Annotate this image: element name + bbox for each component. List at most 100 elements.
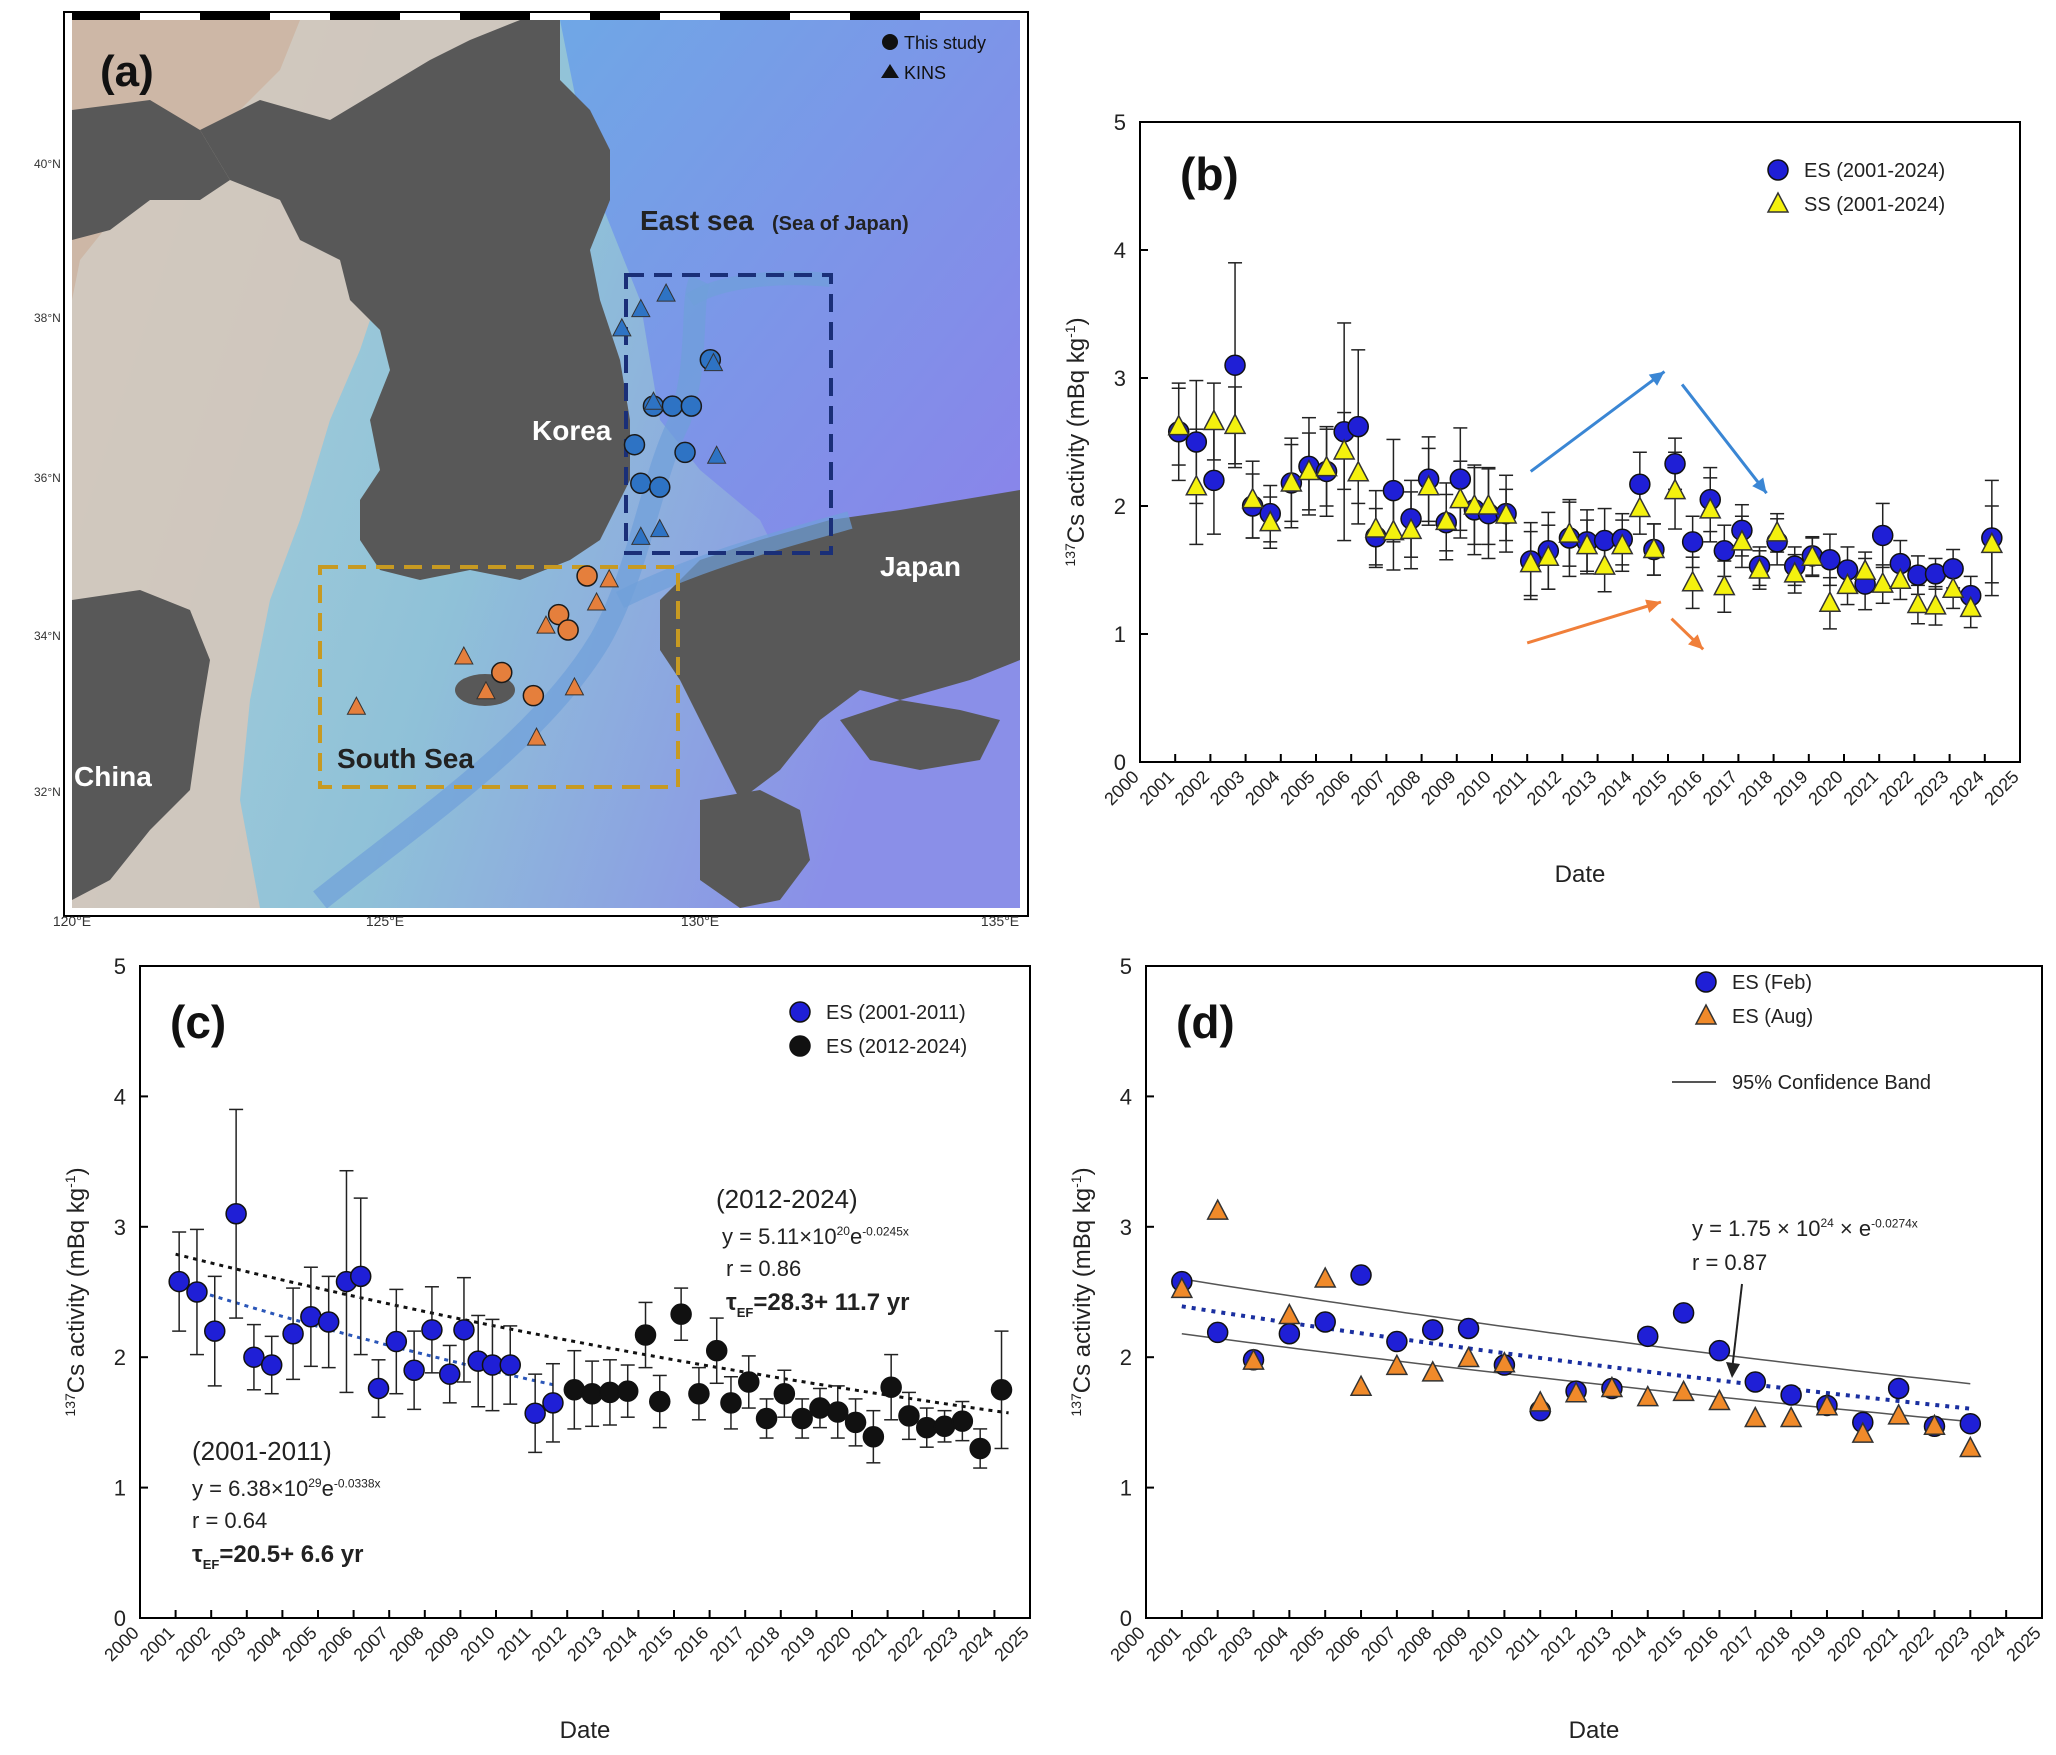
legend-marker (1695, 971, 1717, 993)
data-point-series-1 (969, 1437, 991, 1460)
data-point-series-0 (1819, 549, 1841, 571)
data-point-series-1 (1280, 470, 1303, 492)
data-point-series-1 (1783, 561, 1806, 583)
lon-tick-label: 130°E (681, 913, 719, 929)
data-point-series-0 (1629, 473, 1651, 495)
x-tick-label: 2020 (812, 1623, 854, 1665)
x-tick-label: 2001 (136, 1623, 178, 1665)
data-point-series-1 (616, 1380, 639, 1402)
x-tick-label: 2007 (1357, 1623, 1399, 1665)
legend-label: ES (Feb) (1732, 972, 1812, 994)
x-tick-label: 2011 (1502, 1623, 1544, 1665)
data-point-series-0 (1347, 415, 1369, 438)
data-point-series-0 (168, 1270, 190, 1293)
data-point-series-1 (1765, 520, 1789, 542)
data-point-series-0 (1744, 1371, 1767, 1393)
x-tick-label: 2022 (1875, 767, 1917, 809)
data-point-series-1 (1600, 1375, 1624, 1398)
legend-label: SS (2001-2024) (1804, 194, 1945, 216)
x-tick-label: 2005 (1286, 1623, 1328, 1665)
ss-kins-station-3 (536, 615, 556, 634)
x-tick-label: 2010 (1452, 767, 1494, 809)
trend-arrow-head (1752, 477, 1767, 494)
legend-marker (1766, 191, 1790, 213)
data-point-series-1 (563, 1379, 586, 1401)
current-branch-north (686, 271, 831, 306)
data-point-series-1 (1449, 486, 1472, 509)
x-tick-label: 2013 (1558, 767, 1600, 809)
x-tick-label: 2018 (1734, 767, 1776, 809)
data-point-series-1 (1923, 1413, 1946, 1436)
data-point-series-1 (1313, 1266, 1337, 1288)
data-point-series-0 (1185, 431, 1208, 453)
x-tick-label: 2015 (1628, 767, 1670, 809)
x-tick-label: 2013 (1572, 1623, 1614, 1665)
y-tick-label: 1 (114, 1476, 126, 1501)
kyushu-south-landmass (700, 790, 810, 908)
panel-a-label: (a) (100, 47, 154, 96)
data-point-series-1 (773, 1382, 796, 1405)
trend-arrow (1526, 600, 1662, 645)
y-tick-label: 3 (114, 1215, 126, 1240)
lon-tick-label: 120°E (53, 913, 91, 929)
legend-label: ES (2012-2024) (826, 1036, 967, 1058)
data-point-series-1 (1748, 557, 1771, 579)
x-tick-label: 2018 (1751, 1623, 1793, 1665)
early-period-label: (2001-2011) (192, 1436, 332, 1466)
data-point-series-1 (1558, 521, 1581, 543)
plot-frame (139, 965, 1031, 1619)
data-point-series-1 (827, 1401, 849, 1423)
data-point-series-1 (880, 1376, 902, 1398)
x-tick-label: 2016 (1664, 767, 1706, 809)
data-point-series-1 (599, 1381, 621, 1404)
y-tick-label: 4 (1114, 238, 1126, 263)
data-point-series-0 (1224, 354, 1246, 376)
data-point-series-1 (1278, 1302, 1301, 1325)
late-period-label: (2012-2024) (716, 1184, 858, 1214)
data-point-series-0 (438, 1363, 461, 1385)
data-point-series-0 (204, 1320, 226, 1342)
korea-landmass (200, 20, 630, 580)
x-tick-label: 2023 (1910, 767, 1952, 809)
data-point-series-1 (951, 1410, 974, 1432)
es-this-study-station-7 (674, 441, 696, 464)
data-point-series-1 (1887, 1403, 1910, 1425)
x-tick-label: 2012 (528, 1623, 570, 1665)
x-tick-label: 2005 (278, 1623, 320, 1665)
data-point-series-1 (1713, 574, 1736, 596)
es-this-study-station-5 (630, 472, 652, 495)
x-axis-title: Date (560, 1717, 611, 1744)
data-point-series-1 (1663, 478, 1687, 500)
x-tick-label: 2010 (456, 1623, 498, 1665)
data-point-series-0 (1421, 1319, 1444, 1341)
y-tick-label: 5 (1114, 110, 1126, 135)
korea-label: Korea (532, 415, 612, 446)
data-point-series-0 (1672, 1302, 1695, 1324)
x-tick-label: 2000 (1106, 1623, 1148, 1665)
data-point-series-1 (1399, 517, 1423, 540)
data-point-series-1 (1853, 558, 1877, 581)
y-tick-label: 5 (1120, 954, 1132, 979)
shikoku-landmass (840, 700, 1000, 770)
lat-tick-label: 36°N (34, 471, 61, 485)
x-tick-label: 2014 (1608, 1623, 1650, 1665)
es-this-study-station-3 (680, 395, 703, 417)
es-this-study-station-6 (649, 476, 671, 498)
x-tick-label: 2009 (1429, 1623, 1471, 1665)
x-tick-label: 2002 (1171, 767, 1213, 809)
x-tick-label: 2007 (1347, 767, 1389, 809)
x-tick-label: 2004 (1250, 1623, 1292, 1665)
legend-circle-icon (882, 34, 898, 50)
data-point-series-0 (1206, 1321, 1229, 1344)
data-point-series-1 (1575, 533, 1599, 555)
x-tick-label: 2021 (1859, 1623, 1901, 1665)
lat-tick-label: 34°N (34, 629, 61, 643)
data-point-series-1 (1851, 1421, 1875, 1443)
trend-arrow-head (1688, 634, 1704, 650)
x-tick-label: 2005 (1276, 767, 1318, 809)
x-tick-label: 2015 (1644, 1623, 1686, 1665)
data-point-series-1 (1241, 486, 1264, 509)
trend-arrow-head (1645, 599, 1661, 613)
x-tick-label: 2001 (1136, 767, 1178, 809)
confidence-band-upper (1181, 1278, 1971, 1385)
